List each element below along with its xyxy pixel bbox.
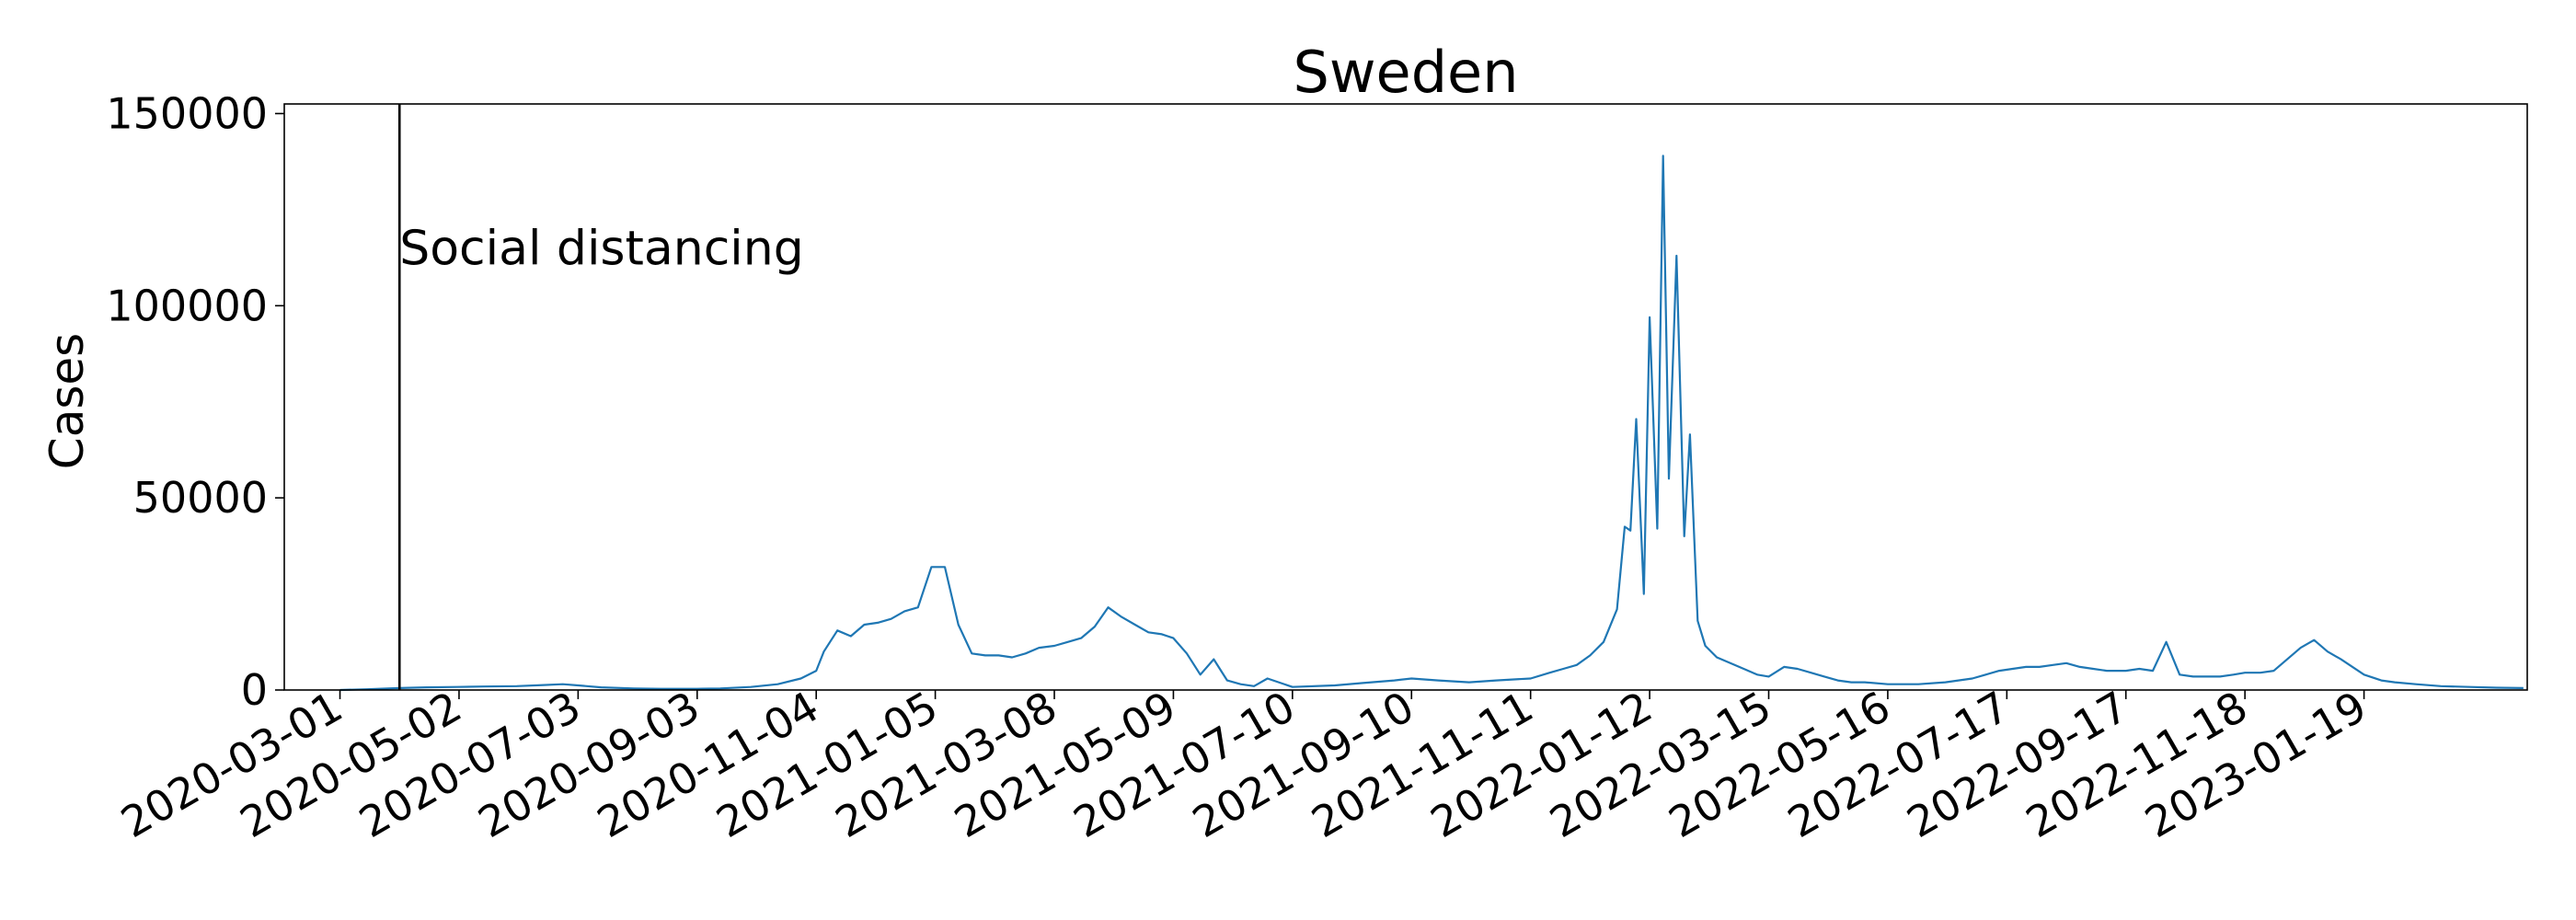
y-tick-label: 150000 [106,88,268,138]
y-tick-label: 50000 [133,473,268,523]
plot-frame [283,103,2528,691]
y-tick-label: 100000 [106,281,268,330]
social-distancing-label: Social distancing [399,222,803,277]
y-axis-label: Cases [40,333,94,469]
y-tick-label: 0 [241,665,268,715]
plot-area [339,155,2524,692]
y-axis: 0 50000 100000 150000 [106,88,284,715]
series-line-0 [339,155,2524,692]
annotation: Social distancing [397,104,804,690]
chart-title: Sweden [1293,39,1518,106]
